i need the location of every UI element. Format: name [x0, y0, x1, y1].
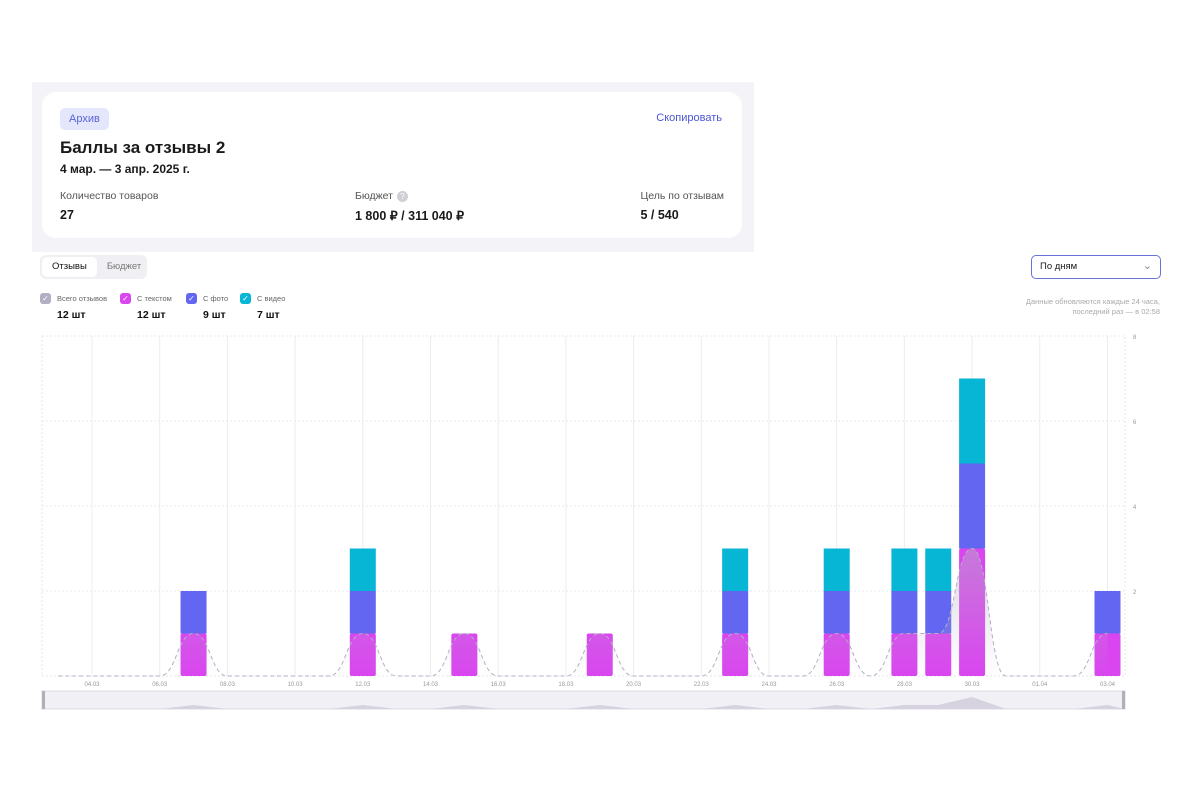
campaign-card: Архив Скопировать Баллы за отзывы 2 4 ма… — [42, 92, 742, 238]
stat-label: Цель по отзывам — [640, 190, 724, 202]
x-tick-label: 12.03 — [355, 682, 371, 688]
y-tick-label: 4 — [1133, 505, 1137, 511]
bar-segment — [925, 548, 952, 591]
bar-segment — [823, 548, 850, 591]
stat-products: Количество товаров 27 — [60, 190, 158, 222]
legend-label: С видео — [257, 294, 286, 303]
total-line — [58, 547, 1108, 677]
x-tick-label: 03.04 — [1100, 682, 1116, 688]
navigator-handle-right[interactable] — [1122, 691, 1125, 709]
stat-label: Бюджет — [355, 190, 393, 202]
campaign-title: Баллы за отзывы 2 — [60, 138, 226, 157]
campaign-period: 4 мар. — 3 апр. 2025 г. — [60, 162, 190, 176]
bar-segment — [823, 591, 850, 634]
tab-budget[interactable]: Бюджет — [106, 261, 142, 272]
bar-segment — [959, 378, 986, 464]
copy-link[interactable]: Скопировать — [656, 112, 722, 124]
chevron-down-icon: ⌄ — [1142, 260, 1152, 272]
chart-tabs: Отзывы Бюджет — [40, 255, 147, 279]
x-tick-label: 30.03 — [965, 682, 981, 688]
y-tick-label: 2 — [1133, 590, 1137, 596]
legend-count: 7 шт — [257, 309, 280, 321]
stat-label: Количество товаров — [60, 190, 159, 202]
y-tick-label: 8 — [1133, 335, 1137, 341]
x-tick-label: 16.03 — [491, 682, 507, 688]
x-tick-label: 04.03 — [84, 682, 100, 688]
bar-segment — [891, 548, 918, 591]
bar-segment — [349, 548, 376, 591]
x-tick-label: 08.03 — [220, 682, 236, 688]
x-tick-label: 24.03 — [761, 682, 777, 688]
tab-reviews[interactable]: Отзывы — [42, 257, 97, 277]
bar-segment — [722, 591, 749, 634]
total-area — [58, 548, 1108, 676]
y-tick-label: 6 — [1133, 420, 1137, 426]
x-tick-label: 20.03 — [626, 682, 642, 688]
stat-value: 1 800 ₽ / 311 040 ₽ — [355, 209, 465, 223]
checkbox-icon[interactable]: ✓ — [120, 293, 131, 304]
period-select[interactable]: По дням ⌄ — [1031, 255, 1161, 279]
stat-goal: Цель по отзывам 5 / 540 — [640, 190, 724, 222]
campaign-panel: Архив Скопировать Баллы за отзывы 2 4 ма… — [32, 82, 754, 252]
checkbox-icon[interactable]: ✓ — [186, 293, 197, 304]
x-tick-label: 22.03 — [694, 682, 710, 688]
legend-count: 9 шт — [203, 309, 226, 321]
bar-segment — [891, 591, 918, 634]
checkbox-icon[interactable]: ✓ — [40, 293, 51, 304]
update-note-line: Данные обновляются каждые 24 часа, — [1025, 297, 1160, 306]
bar-segment — [959, 463, 986, 549]
period-select-value: По дням — [1040, 261, 1078, 272]
stat-budget: Бюджет? 1 800 ₽ / 311 040 ₽ — [355, 190, 464, 223]
x-tick-label: 14.03 — [423, 682, 439, 688]
legend-video[interactable]: ✓ С видео 7 шт — [240, 293, 285, 321]
legend-count: 12 шт — [137, 309, 166, 321]
bar-segment — [180, 591, 207, 634]
bar-segment — [349, 591, 376, 634]
bar-segment — [722, 548, 749, 591]
status-badge: Архив — [60, 108, 109, 130]
bar-segment — [1094, 591, 1121, 634]
legend-label: С фото — [203, 294, 229, 303]
x-tick-label: 26.03 — [829, 682, 845, 688]
update-note: Данные обновляются каждые 24 часа, после… — [1026, 297, 1160, 317]
x-tick-label: 01.04 — [1032, 682, 1048, 688]
checkbox-icon[interactable]: ✓ — [240, 293, 251, 304]
legend-label: С текстом — [137, 294, 172, 303]
legend-label: Всего отзывов — [57, 294, 108, 303]
x-tick-label: 06.03 — [152, 682, 168, 688]
x-tick-label: 10.03 — [288, 682, 304, 688]
navigator-handle-left[interactable] — [42, 691, 45, 709]
stat-value: 27 — [60, 208, 74, 222]
x-tick-label: 18.03 — [558, 682, 574, 688]
legend-count: 12 шт — [57, 309, 86, 321]
help-icon[interactable]: ? — [397, 190, 408, 202]
update-note-line: последний раз — в 02:58 — [1072, 307, 1160, 316]
stat-value: 5 / 540 — [640, 208, 679, 222]
legend-photo[interactable]: ✓ С фото 9 шт — [186, 293, 228, 321]
legend-total[interactable]: ✓ Всего отзывов 12 шт — [40, 293, 107, 321]
x-tick-label: 28.03 — [897, 682, 913, 688]
legend-text[interactable]: ✓ С текстом 12 шт — [120, 293, 172, 321]
